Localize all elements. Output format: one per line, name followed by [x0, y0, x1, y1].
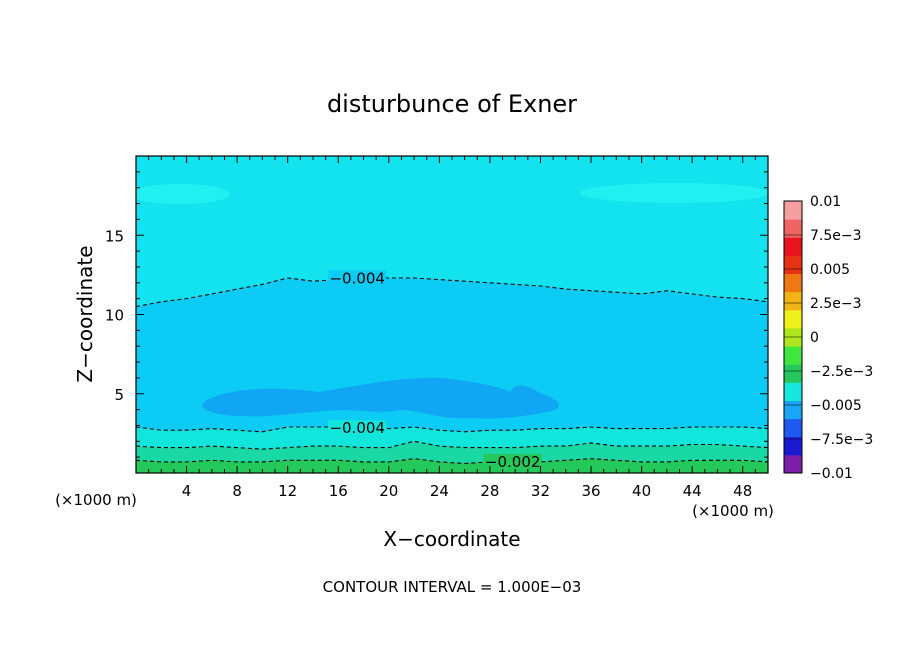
x-tick-label: 48: [733, 482, 752, 500]
colorbar-label: −0.01: [810, 466, 853, 482]
x-axis: 4 8 12 16 20 24 28 32 36 40 44 48: [135, 156, 769, 500]
fill-patch-top-left: [136, 184, 230, 204]
colorbar-swatch: [784, 201, 802, 220]
colorbar-label: −7.5e−3: [810, 432, 873, 448]
colorbar-label: 0.01: [810, 194, 841, 210]
contour-line: [136, 458, 768, 465]
contour-label: −0.004: [329, 419, 385, 437]
colorbar-label: 0.005: [810, 262, 850, 278]
contour-line: [136, 440, 768, 450]
contour-label-bg: [328, 270, 387, 287]
colorbar-label: 7.5e−3: [810, 228, 862, 244]
colorbar-swatch: [784, 364, 802, 383]
x-tick-label: 16: [329, 482, 348, 500]
y-tick-label: 10: [105, 307, 124, 325]
x-tick-label: 24: [430, 482, 449, 500]
fill-patch-top-right: [580, 183, 768, 203]
y-tick-label: 15: [105, 227, 124, 245]
y-tick-label: 5: [114, 386, 124, 404]
contour-label-bg: [483, 453, 542, 470]
colorbar-swatch: [784, 382, 802, 401]
colorbar-swatch: [784, 273, 802, 293]
contour-label: −0.004: [329, 269, 385, 287]
fill-patch-min: [202, 377, 560, 419]
x-tick-label: 40: [632, 482, 651, 500]
x-tick-label: 28: [480, 482, 499, 500]
filled-contours: [136, 156, 768, 473]
colorbar-label: 0: [810, 330, 819, 346]
colorbar-label: 2.5e−3: [810, 296, 862, 312]
colorbar-swatch: [784, 400, 802, 420]
x-tick-label: 12: [278, 482, 297, 500]
y-axis-label: Z−coordinate: [73, 245, 97, 382]
colorbar: 0.01 7.5e−3 0.005 2.5e−3 0 −2.5e−3 −0.005 −7.5e…: [783, 194, 873, 482]
colorbar-swatch: [784, 454, 802, 474]
colorbar-swatch: [784, 219, 802, 238]
contour-interval-note: CONTOUR INTERVAL = 1.000E−03: [323, 578, 582, 596]
x-unit-left: (×1000 m): [55, 491, 137, 509]
x-axis-label: X−coordinate: [383, 527, 520, 551]
colorbar-swatch: [784, 255, 802, 275]
y-axis: 5 10 15: [105, 155, 768, 474]
colorbar-label: −2.5e−3: [810, 364, 873, 380]
x-tick-label: 36: [581, 482, 600, 500]
colorbar-swatch: [784, 418, 802, 438]
x-tick-label: 44: [683, 482, 702, 500]
fill-band-lower-3: [136, 458, 768, 473]
contour-lines: [136, 277, 768, 465]
colorbar-swatch: [784, 237, 802, 256]
x-tick-label: 4: [182, 482, 192, 500]
x-tick-label: 8: [232, 482, 242, 500]
fill-band-mid: [136, 278, 768, 473]
contour-line: [136, 277, 768, 308]
colorbar-swatch: [784, 436, 802, 456]
colorbar-swatch: [784, 346, 802, 365]
colorbar-swatch: [784, 309, 802, 329]
colorbar-swatch: [784, 291, 802, 311]
contour-line: [136, 426, 768, 433]
contour-labels: −0.004 −0.004 −0.002: [328, 269, 542, 471]
x-tick-label: 20: [379, 482, 398, 500]
colorbar-label: −0.005: [810, 398, 862, 414]
contour-label: −0.002: [485, 453, 541, 471]
x-unit-right: (×1000 m): [692, 502, 774, 520]
chart-title: disturbunce of Exner: [327, 90, 577, 118]
contour-label-bg: [328, 420, 387, 437]
x-tick-label: 32: [531, 482, 550, 500]
